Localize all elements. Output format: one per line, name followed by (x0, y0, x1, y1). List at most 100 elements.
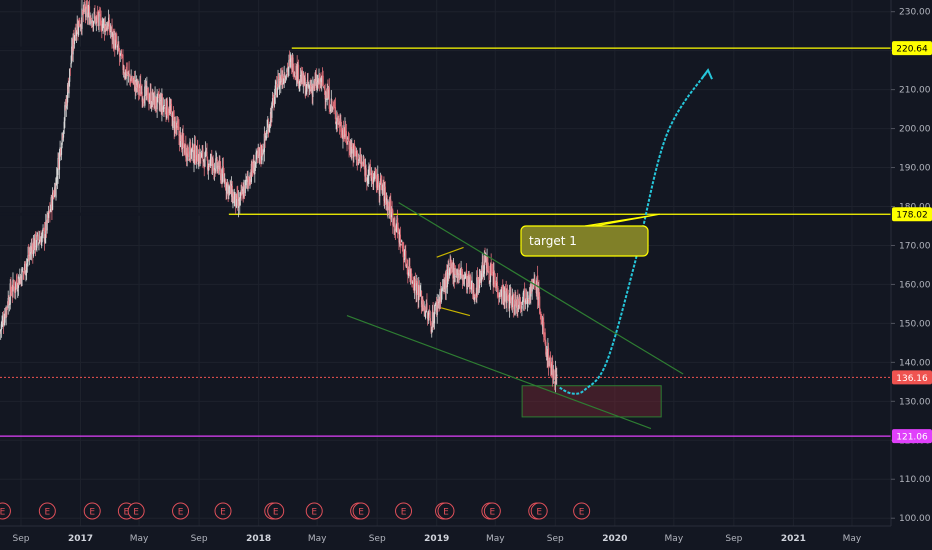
candle-body (153, 93, 155, 101)
earnings-marker[interactable] (83, 502, 101, 520)
candle-body (304, 78, 306, 85)
candle-body (197, 162, 199, 165)
candle-body (34, 234, 36, 250)
candle-body (483, 254, 485, 274)
earnings-marker[interactable] (305, 502, 323, 520)
time-axis[interactable]: Sep 2017 May Sep 2018 May Sep 2019 May Sep 2020 May… (12, 534, 861, 544)
candle-body (498, 295, 500, 297)
candle-body (258, 148, 261, 156)
candle-body (177, 125, 179, 128)
candle-body (424, 312, 427, 318)
candle-body (510, 295, 512, 301)
candle-body (296, 64, 298, 81)
target-zone[interactable] (521, 385, 662, 418)
earnings-marker-label: E (89, 508, 95, 518)
candle-body (39, 239, 41, 243)
candle-body (117, 44, 119, 48)
earnings-marker[interactable] (267, 502, 285, 520)
trend-lines[interactable] (346, 202, 684, 430)
candle-body (325, 98, 327, 102)
target-zone-layer[interactable] (521, 385, 662, 418)
candle-body (199, 152, 201, 164)
candle-body (330, 98, 332, 108)
candle-body (492, 269, 494, 286)
candle-body (416, 283, 418, 294)
candle-body (43, 228, 45, 230)
candle-body (368, 165, 371, 169)
candle-body (21, 268, 23, 287)
trend-line[interactable] (440, 307, 471, 317)
candle-body (334, 105, 336, 108)
candle-body (428, 313, 430, 315)
candle-body (360, 162, 362, 164)
price-badge-label: 136.16 (896, 374, 928, 384)
earnings-events[interactable]: EEEEEEEEEEEEEEEEEEEE (0, 502, 591, 520)
trend-line[interactable] (398, 202, 684, 375)
earnings-marker[interactable] (214, 502, 232, 520)
candle-body (47, 214, 49, 220)
candle-body (468, 275, 470, 284)
earnings-marker[interactable] (483, 502, 501, 520)
candle-body (232, 193, 234, 204)
candle-body (470, 276, 472, 289)
candle-body (412, 281, 414, 284)
candle-body (149, 92, 151, 100)
candle-body (61, 133, 63, 145)
candle-body (230, 184, 232, 195)
candle-body (403, 258, 406, 260)
candle-body (440, 290, 442, 303)
candle-body (152, 95, 154, 102)
candle-body (6, 305, 9, 308)
candle-body (160, 100, 162, 113)
earnings-marker[interactable] (395, 502, 413, 520)
projection-arrowhead (701, 68, 713, 80)
candle-body (521, 306, 523, 309)
candle-body (463, 277, 466, 280)
candle-body (92, 21, 95, 26)
projection-curve-layer[interactable] (559, 68, 713, 395)
candle-body (135, 82, 137, 87)
candle-body (127, 71, 130, 74)
candle-body (479, 270, 481, 280)
candle-body (340, 129, 343, 135)
candle-body (343, 136, 345, 137)
candle-body (265, 135, 267, 138)
target-callout-box[interactable] (520, 225, 649, 257)
candle-body (528, 299, 530, 301)
candle-body (535, 285, 537, 294)
candle-body (241, 188, 244, 195)
candle-body (323, 86, 325, 88)
trend-line[interactable] (346, 315, 652, 430)
candle-body (124, 76, 126, 77)
candle-body (396, 217, 399, 231)
earnings-marker[interactable] (573, 502, 591, 520)
candle-body (14, 288, 16, 290)
candle-body (384, 186, 386, 197)
candle-body (439, 291, 441, 303)
trend-line[interactable] (436, 246, 464, 258)
candle-body (103, 20, 105, 23)
candle-body (274, 97, 276, 105)
projection-curve[interactable] (559, 69, 709, 395)
candle-body (399, 231, 401, 244)
candle-body (355, 150, 358, 157)
candle-body (475, 295, 477, 297)
earnings-marker-label: E (124, 508, 130, 518)
horizontal-levels[interactable] (0, 46, 891, 437)
candle-body (52, 192, 54, 210)
earnings-marker[interactable] (127, 502, 145, 520)
earnings-marker[interactable] (352, 502, 370, 520)
candle-body (494, 282, 496, 284)
candle-body (550, 367, 552, 377)
candle-body (34, 233, 37, 249)
earnings-marker[interactable] (38, 502, 56, 520)
candle-body (332, 107, 334, 109)
earnings-marker[interactable] (437, 502, 455, 520)
earnings-marker[interactable] (530, 502, 548, 520)
earnings-marker[interactable] (172, 502, 190, 520)
candle-body (540, 316, 542, 318)
annotation-layer[interactable]: target 1 (520, 213, 660, 257)
candle-body (406, 264, 408, 267)
earnings-marker[interactable] (0, 502, 11, 520)
